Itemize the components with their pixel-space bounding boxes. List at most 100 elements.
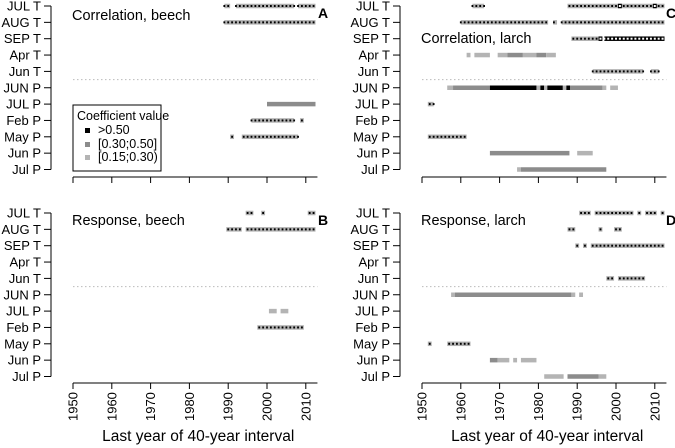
significance-dot [308, 5, 311, 7]
significance-dot [611, 244, 614, 247]
segment-low [577, 150, 593, 156]
significance-dot [301, 5, 303, 7]
segment-high [489, 85, 537, 90]
significance-dot [514, 21, 517, 24]
significance-dot [650, 21, 652, 24]
significance-dot [285, 5, 288, 7]
y-tick-label: JUL P [6, 97, 41, 112]
significance-dot [312, 228, 315, 231]
significance-dot [281, 5, 284, 7]
significance-dot [289, 119, 292, 122]
open-dot [649, 37, 652, 40]
y-tick-label: Feb P [355, 320, 390, 335]
y-tick-label: JUN P [3, 287, 41, 302]
significance-dot [289, 135, 292, 138]
significance-dot [618, 70, 621, 73]
y-tick-label: May P [353, 336, 390, 351]
segment-mid [453, 85, 490, 90]
significance-dot [591, 244, 594, 247]
significance-dot [626, 212, 629, 214]
significance-dot [277, 228, 280, 231]
x-axis-label: Last year of 40-year interval [451, 428, 643, 445]
significance-dot [308, 212, 311, 214]
significance-dot [250, 21, 253, 24]
significance-dot [452, 342, 454, 345]
significance-dot [273, 135, 276, 138]
significance-dot [285, 21, 288, 24]
significance-dot [576, 37, 579, 40]
significance-dot [584, 5, 586, 7]
significance-dot [525, 21, 528, 24]
significance-dot [312, 5, 315, 7]
legend-swatch-low [85, 155, 90, 160]
significance-dot [638, 70, 641, 73]
significance-dot [618, 244, 621, 247]
significance-dot [463, 21, 466, 24]
significance-dot [584, 212, 586, 214]
x-tick-label: 1960 [453, 392, 468, 421]
significance-dot [475, 5, 478, 7]
significance-dot [285, 326, 288, 329]
significance-dot [250, 119, 253, 122]
significance-dot [448, 342, 451, 345]
significance-dot [630, 5, 633, 7]
significance-dot [281, 135, 284, 138]
significance-dot [246, 5, 249, 7]
significance-dot [603, 21, 606, 24]
significance-dot [599, 244, 602, 247]
significance-dot [646, 212, 648, 214]
segment-low [579, 292, 584, 297]
significance-dot [289, 21, 292, 24]
y-tick-label: Jun T [9, 271, 41, 286]
significance-dot [235, 5, 237, 7]
significance-dot [599, 70, 602, 73]
significance-dot [304, 21, 307, 24]
significance-dot [618, 212, 621, 214]
y-tick-label: May P [4, 336, 41, 351]
y-tick-label: May P [4, 129, 41, 144]
open-dot [642, 37, 645, 40]
segment-significant [298, 3, 316, 9]
significance-dot [560, 21, 563, 24]
significance-dot [611, 70, 614, 73]
significance-dot [646, 244, 648, 247]
significance-dot [595, 212, 598, 214]
significance-dot [591, 21, 594, 24]
panel-title: Response, beech [72, 213, 185, 229]
y-tick-label: Jun P [357, 353, 390, 368]
significance-dot [615, 5, 617, 7]
significance-dot [289, 5, 292, 7]
significance-dot [642, 277, 645, 280]
significance-dot [615, 70, 617, 73]
segment-low [474, 52, 490, 58]
significance-dot [463, 342, 466, 345]
open-dot [611, 37, 614, 40]
significance-dot [273, 326, 276, 329]
segment-significant [592, 69, 644, 74]
segment-low [571, 292, 576, 297]
x-tick-label: 1970 [492, 392, 507, 421]
significance-dot [293, 135, 296, 138]
panel-title: Correlation, beech [72, 8, 191, 24]
significance-dot [250, 212, 253, 214]
significance-dot [595, 21, 598, 24]
significance-dot [537, 21, 540, 24]
legend: Coefficient value >0.50 [0.30;0.50] [0.1… [72, 104, 169, 172]
significance-dot [661, 21, 664, 24]
significance-dot [622, 212, 625, 214]
significance-dot [572, 37, 575, 40]
segment-low [544, 85, 548, 90]
significance-dot [269, 135, 272, 138]
significance-dot [634, 70, 637, 73]
significance-dot [312, 21, 315, 24]
y-tick-label: Apr T [9, 255, 41, 270]
significance-dot [630, 21, 633, 24]
significance-dot [595, 244, 598, 247]
significance-dot [618, 228, 621, 231]
significance-dot [289, 326, 292, 329]
x-tick-label: 1950 [66, 392, 81, 421]
segment-mid [520, 167, 607, 172]
y-tick-label: AUG T [351, 15, 391, 30]
legend-swatch-high [85, 128, 90, 133]
significance-dot [529, 21, 532, 24]
